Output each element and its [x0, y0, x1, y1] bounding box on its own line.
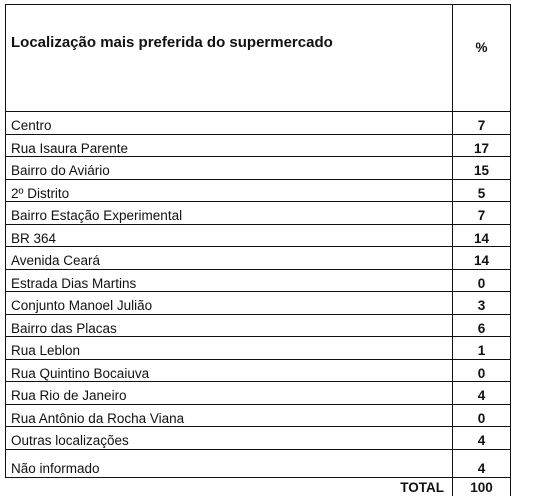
row-value: 7 — [452, 201, 511, 225]
row-label: Outras localizações — [5, 426, 453, 450]
table-header-row: Localização mais preferida do supermerca… — [5, 4, 511, 112]
row-label: Bairro das Placas — [5, 313, 453, 337]
table-row: Não informado 4 — [5, 448, 511, 478]
table-row: Avenida Ceará 14 — [5, 246, 511, 270]
row-value: 5 — [452, 178, 511, 202]
row-label: Centro — [5, 111, 453, 135]
table-row: Centro 7 — [5, 111, 511, 135]
row-value: 0 — [452, 268, 511, 292]
table-row: 2º Distrito 5 — [5, 178, 511, 202]
total-label: TOTAL — [5, 476, 453, 496]
table-row: BR 364 14 — [5, 223, 511, 247]
row-value: 14 — [452, 246, 511, 270]
row-label: 2º Distrito — [5, 178, 453, 202]
table-row: Estrada Dias Martins 0 — [5, 268, 511, 292]
row-label: Avenida Ceará — [5, 246, 453, 270]
row-value: 7 — [452, 111, 511, 135]
row-value: 0 — [452, 403, 511, 427]
row-label: BR 364 — [5, 223, 453, 247]
row-value: 14 — [452, 223, 511, 247]
row-label: Rua Leblon — [5, 336, 453, 360]
row-value: 17 — [452, 133, 511, 157]
total-value: 100 — [452, 476, 511, 496]
row-label: Rua Quintino Bocaiuva — [5, 358, 453, 382]
table-row: Bairro Estação Experimental 7 — [5, 201, 511, 225]
row-label: Não informado — [5, 448, 453, 478]
total-row: TOTAL 100 — [5, 476, 511, 496]
row-value: 4 — [452, 426, 511, 450]
row-value: 4 — [452, 381, 511, 405]
table-title: Localização mais preferida do supermerca… — [5, 4, 453, 112]
table-row: Bairro do Aviário 15 — [5, 156, 511, 180]
table-row: Rua Quintino Bocaiuva 0 — [5, 358, 511, 382]
row-label: Rua Rio de Janeiro — [5, 381, 453, 405]
row-value: 15 — [452, 156, 511, 180]
row-value: 1 — [452, 336, 511, 360]
table-row: Outras localizações 4 — [5, 426, 511, 450]
table-row: Rua Leblon 1 — [5, 336, 511, 360]
row-label: Estrada Dias Martins — [5, 268, 453, 292]
row-label: Conjunto Manoel Julião — [5, 291, 453, 315]
document-page: Localização mais preferida do supermerca… — [5, 4, 511, 496]
row-value: 6 — [452, 313, 511, 337]
table-row: Rua Isaura Parente 17 — [5, 133, 511, 157]
table-row: Conjunto Manoel Julião 3 — [5, 291, 511, 315]
table-row: Bairro das Placas 6 — [5, 313, 511, 337]
row-label: Rua Isaura Parente — [5, 133, 453, 157]
row-label: Bairro do Aviário — [5, 156, 453, 180]
row-value: 4 — [452, 448, 511, 478]
percent-column-header: % — [452, 4, 511, 112]
preference-table: Localização mais preferida do supermerca… — [5, 4, 511, 496]
table-row: Rua Rio de Janeiro 4 — [5, 381, 511, 405]
row-value: 0 — [452, 358, 511, 382]
row-label: Rua Antônio da Rocha Viana — [5, 403, 453, 427]
row-label: Bairro Estação Experimental — [5, 201, 453, 225]
table-row: Rua Antônio da Rocha Viana 0 — [5, 403, 511, 427]
row-value: 3 — [452, 291, 511, 315]
